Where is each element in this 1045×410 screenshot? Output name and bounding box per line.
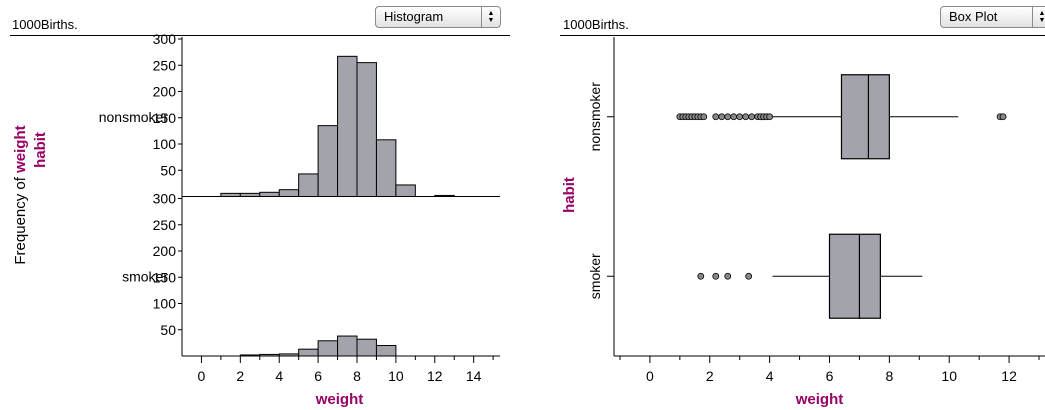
- group-label-smoker: smoker: [587, 253, 603, 299]
- histogram-bar: [259, 191, 280, 198]
- histogram-panel: 1000Births. Histogram ▲ ▼ 50 100 150 200 250 3…: [0, 0, 515, 410]
- x-tick-label: 0: [646, 368, 654, 384]
- outlier-point: [718, 113, 726, 121]
- outlier-point: [730, 113, 738, 121]
- histogram-chart: 50100150200250300nonsmoker50100150200250…: [12, 31, 500, 408]
- x-tick-label: 12: [427, 368, 443, 384]
- y-tick-label: 50: [160, 162, 176, 178]
- outlier-point: [742, 113, 750, 121]
- header-rule: [10, 35, 510, 36]
- histogram-bar: [298, 348, 319, 357]
- x-axis-label: weight: [315, 391, 364, 408]
- histogram-bar: [356, 338, 377, 357]
- x-tick-label: 4: [275, 368, 283, 384]
- outlier-point: [724, 272, 732, 280]
- y-tick-label: 100: [153, 296, 177, 312]
- plot-type-select[interactable]: Histogram ▲ ▼: [375, 6, 501, 28]
- y-tick-label: 250: [153, 217, 177, 233]
- boxplot-chart: nonsmoker smoker 0 2 4 6 8 10 12 weight habit: [561, 37, 1045, 408]
- header-rule: [560, 35, 1045, 36]
- x-tick-label: 10: [941, 368, 957, 384]
- group-label-nonsmoker: nonsmoker: [587, 82, 603, 152]
- y-tick-label: 200: [153, 243, 177, 259]
- y-tick-label: 300: [153, 191, 177, 207]
- y-axis-label: habit: [561, 177, 578, 213]
- group-label-smoker: smoker: [122, 268, 168, 284]
- y-tick-label: 100: [153, 136, 177, 152]
- histogram-bar: [317, 125, 339, 197]
- up-down-arrows-icon: ▲ ▼: [481, 7, 500, 27]
- dataset-name: 1000Births.: [563, 17, 629, 32]
- group-label-nonsmoker: nonsmoker: [99, 109, 169, 125]
- x-tick-label: 6: [826, 368, 834, 384]
- outlier-point: [712, 272, 720, 280]
- up-down-arrows-icon: ▲ ▼: [1032, 7, 1045, 27]
- x-tick-label: 4: [766, 368, 774, 384]
- outlier-point: [697, 272, 705, 280]
- x-tick-label: 10: [388, 368, 404, 384]
- histogram-bar: [395, 184, 416, 197]
- outlier-point: [724, 113, 732, 121]
- x-tick-label: 14: [466, 368, 482, 384]
- histogram-bar: [278, 189, 300, 198]
- y-tick-label: 200: [153, 84, 177, 100]
- y-tick-label: 300: [153, 31, 177, 47]
- outlier-point: [712, 113, 720, 121]
- x-tick-label: 12: [1001, 368, 1017, 384]
- y-tick-label: 150: [153, 269, 177, 285]
- plot-type-label: Histogram: [384, 9, 444, 24]
- box-iqr: [840, 74, 890, 160]
- histogram-bar: [375, 345, 397, 357]
- outlier-point: [748, 113, 756, 121]
- histogram-bar: [356, 62, 377, 197]
- y-tick-label: 150: [153, 110, 177, 126]
- x-tick-label: 8: [353, 368, 361, 384]
- x-tick-label: 8: [885, 368, 893, 384]
- group-axis-label: habit: [32, 132, 49, 168]
- histogram-bar: [337, 55, 358, 198]
- outlier-point: [736, 113, 744, 121]
- histogram-bar: [375, 139, 397, 198]
- histogram-bar: [298, 173, 319, 198]
- outlier-point: [999, 113, 1007, 121]
- plot-type-label: Box Plot: [949, 9, 998, 24]
- boxplot-panel: 1000Births. Box Plot ▲ ▼ nonsmoker smoker 0…: [530, 0, 1045, 410]
- x-axis-label: weight: [795, 391, 844, 408]
- dataset-name: 1000Births.: [12, 17, 78, 32]
- plot-type-select[interactable]: Box Plot ▲ ▼: [940, 6, 1045, 28]
- outlier-point: [700, 113, 708, 121]
- x-tick-label: 2: [706, 368, 714, 384]
- box-iqr: [828, 233, 881, 319]
- x-tick-label: 6: [314, 368, 322, 384]
- y-tick-label: 250: [153, 57, 177, 73]
- x-tick-label: 0: [198, 368, 206, 384]
- y-axis-label: Frequency of weight: [12, 125, 29, 264]
- y-tick-label: 50: [160, 322, 176, 338]
- outlier-point: [745, 272, 753, 280]
- histogram-bar: [317, 340, 339, 357]
- histogram-bar: [337, 335, 358, 357]
- outlier-point: [766, 113, 774, 121]
- x-tick-label: 2: [236, 368, 244, 384]
